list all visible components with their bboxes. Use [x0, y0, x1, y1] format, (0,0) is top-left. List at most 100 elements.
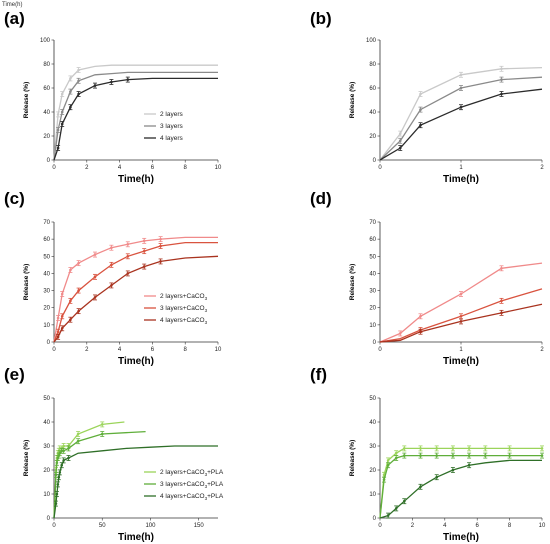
x-axis-label: Time(h) [443, 532, 479, 543]
x-tick-label: 8 [184, 347, 188, 353]
y-tick-label: 10 [369, 492, 376, 498]
panel-f: (f) 0 2 4 6 8 10 0 10 20 30 40 50 Time(h) Release (%) [310, 365, 546, 543]
data-point [69, 318, 72, 322]
data-point [57, 475, 61, 479]
y-tick-label: 0 [47, 158, 51, 164]
data-point [100, 432, 104, 436]
y-tick-label: 20 [43, 468, 50, 474]
data-point [56, 113, 60, 116]
y-tick-label: 10 [369, 323, 376, 329]
y-tick-label: 50 [43, 254, 50, 260]
panel-label: (f) [310, 365, 327, 384]
x-tick-label: 1 [459, 347, 463, 353]
series-line [53, 64, 218, 161]
x-tick-label: 150 [194, 523, 205, 529]
series-line [53, 71, 218, 161]
series-line [379, 459, 542, 519]
y-tick-label: 40 [369, 271, 376, 277]
data-point [500, 311, 503, 315]
y-tick-label: 30 [369, 289, 376, 295]
data-point [394, 456, 398, 460]
data-point [419, 330, 422, 334]
y-tick-label: 100 [366, 38, 377, 44]
data-point [435, 475, 439, 479]
data-point [77, 92, 80, 96]
y-tick-label: 80 [369, 62, 376, 68]
data-point [110, 263, 113, 267]
data-point [540, 454, 544, 457]
y-tick-label: 40 [43, 110, 50, 116]
series-2 [53, 241, 218, 343]
data-point [142, 249, 146, 253]
series-2 [379, 288, 543, 343]
y-tick-label: 0 [47, 340, 51, 346]
data-point [69, 105, 72, 109]
data-point [126, 78, 130, 81]
series-1 [53, 421, 125, 519]
legend-entry: 2 layers+CaCO3 [160, 293, 208, 301]
data-point [467, 454, 471, 457]
data-point [62, 449, 65, 453]
series-line [379, 76, 543, 161]
series-line [379, 447, 542, 519]
data-point [93, 253, 97, 256]
x-tick-label: 6 [151, 165, 155, 171]
data-point [60, 326, 64, 330]
data-point [459, 320, 463, 323]
data-point [77, 79, 80, 83]
series-line [379, 303, 543, 343]
y-tick-label: 20 [369, 468, 376, 474]
data-point [100, 423, 104, 426]
y-tick-label: 0 [373, 516, 377, 522]
data-point [419, 485, 422, 489]
legend-entry: 3 layers [160, 123, 184, 130]
y-tick-label: 0 [47, 516, 51, 522]
y-tick-label: 60 [43, 237, 50, 243]
y-tick-label: 40 [369, 420, 376, 426]
data-point [142, 265, 146, 268]
data-point [467, 447, 471, 450]
series-3 [379, 303, 543, 343]
y-tick-label: 10 [43, 323, 50, 329]
series-1 [53, 64, 218, 161]
y-tick-label: 20 [43, 306, 50, 312]
x-tick-label: 0 [52, 347, 56, 353]
data-point [403, 447, 406, 450]
y-axis-label: Release (%) [23, 264, 30, 301]
data-point [56, 483, 60, 486]
data-point [540, 447, 544, 450]
data-point [484, 454, 487, 457]
y-tick-label: 30 [43, 289, 50, 295]
data-point [419, 92, 422, 96]
y-tick-label: 40 [43, 420, 50, 426]
y-tick-label: 50 [369, 396, 376, 402]
x-tick-label: 6 [151, 347, 155, 353]
data-point [67, 456, 70, 460]
data-point [56, 330, 60, 334]
data-point [419, 314, 422, 318]
legend-entry: 2 layers+CaCO3+PLA [160, 469, 224, 477]
x-tick-label: 10 [215, 165, 222, 171]
series-1 [53, 236, 218, 343]
data-point [500, 266, 503, 270]
data-point [419, 454, 422, 457]
data-point [55, 492, 59, 496]
data-point [459, 105, 463, 109]
series-line [53, 77, 218, 161]
data-point [508, 454, 511, 457]
x-tick-label: 10 [539, 523, 546, 529]
series-3 [53, 445, 218, 519]
data-point [459, 86, 463, 90]
data-point [76, 432, 80, 436]
series-line [379, 454, 542, 519]
data-point [159, 260, 162, 263]
data-point [394, 507, 398, 510]
data-point [67, 447, 70, 450]
data-point [54, 473, 58, 477]
data-point [77, 289, 80, 292]
data-point [403, 454, 406, 457]
series-line [379, 66, 543, 161]
y-tick-label: 20 [43, 134, 50, 140]
